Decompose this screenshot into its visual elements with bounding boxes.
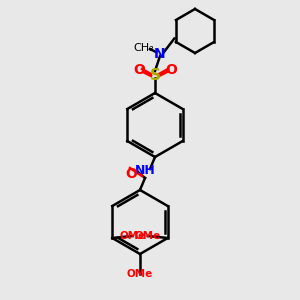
Text: O: O — [125, 167, 137, 181]
Text: O: O — [165, 63, 177, 77]
Text: OMe: OMe — [127, 269, 153, 279]
Text: OMe: OMe — [135, 231, 161, 241]
Text: S: S — [149, 68, 161, 83]
Text: O: O — [133, 63, 145, 77]
Text: OMe: OMe — [119, 231, 146, 241]
Text: NH: NH — [135, 164, 155, 178]
Text: CH₃: CH₃ — [134, 43, 154, 53]
Text: N: N — [154, 47, 166, 61]
